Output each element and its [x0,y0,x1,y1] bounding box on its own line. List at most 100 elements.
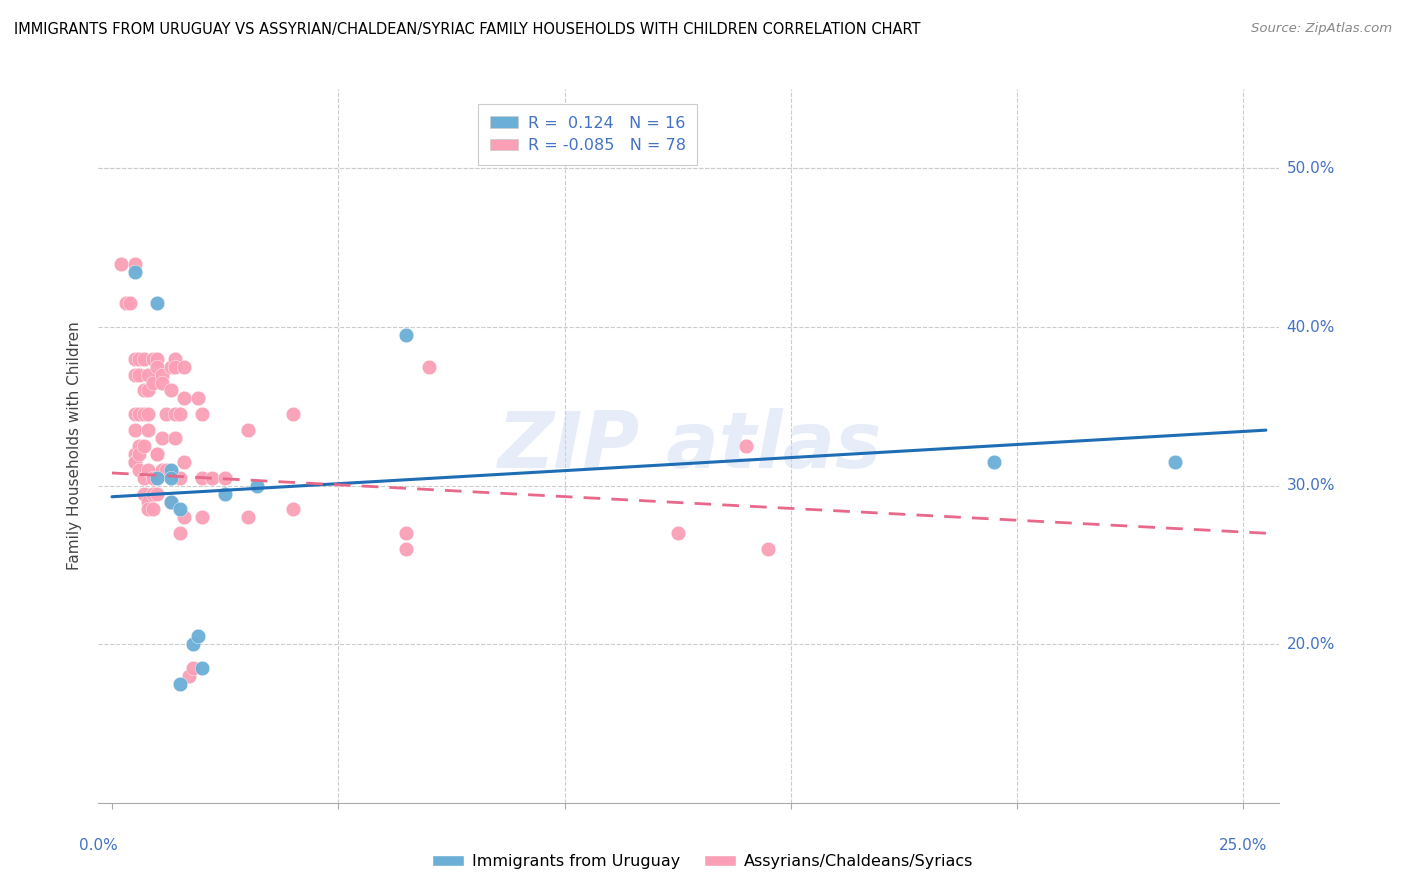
Point [418,359,440,374]
Point [136,407,159,421]
Point [124,264,146,278]
Point [136,502,159,516]
Text: 25.0%: 25.0% [1219,838,1267,854]
Point [165,359,187,374]
Point [173,392,195,406]
Point [124,257,146,271]
Point [146,359,169,374]
Point [666,526,689,541]
Point [128,439,150,453]
Point [128,407,150,421]
Point [395,526,418,541]
Point [756,542,779,557]
Point [150,463,173,477]
Point [165,351,187,366]
Legend: R =  0.124   N = 16, R = -0.085   N = 78: R = 0.124 N = 16, R = -0.085 N = 78 [478,104,697,165]
Point [983,455,1005,469]
Point [173,455,195,469]
Point [169,677,191,691]
Point [155,407,177,421]
Point [146,447,169,461]
Point [191,661,214,675]
Point [128,351,150,366]
Point [165,431,187,445]
Point [136,384,159,398]
Point [159,471,181,485]
Point [165,407,187,421]
Point [214,486,236,500]
Point [142,486,165,500]
Point [159,494,181,508]
Legend: Immigrants from Uruguay, Assyrians/Chaldeans/Syriacs: Immigrants from Uruguay, Assyrians/Chald… [426,847,980,875]
Text: 50.0%: 50.0% [1286,161,1334,176]
Text: 0.0%: 0.0% [79,838,118,854]
Point [177,669,200,683]
Point [146,351,169,366]
Point [183,661,205,675]
Point [169,471,191,485]
Text: Source: ZipAtlas.com: Source: ZipAtlas.com [1251,22,1392,36]
Point [124,368,146,382]
Point [124,447,146,461]
Point [281,407,304,421]
Point [159,463,181,477]
Point [169,407,191,421]
Point [132,407,155,421]
Point [128,463,150,477]
Point [136,368,159,382]
Point [146,447,169,461]
Text: 40.0%: 40.0% [1286,319,1334,334]
Point [124,407,146,421]
Point [136,494,159,508]
Point [142,502,165,516]
Point [128,447,150,461]
Y-axis label: Family Households with Children: Family Households with Children [67,322,83,570]
Point [136,463,159,477]
Point [124,351,146,366]
Point [159,494,181,508]
Point [124,423,146,437]
Point [169,526,191,541]
Point [114,296,136,310]
Point [395,328,418,343]
Point [187,629,209,643]
Point [236,510,259,524]
Point [187,392,209,406]
Point [169,502,191,516]
Point [146,296,169,310]
Point [146,471,169,485]
Point [142,471,165,485]
Point [191,407,214,421]
Point [281,502,304,516]
Point [200,471,222,485]
Point [132,486,155,500]
Point [150,376,173,390]
Text: ZIP atlas: ZIP atlas [496,408,882,484]
Point [142,351,165,366]
Point [173,359,195,374]
Point [191,471,214,485]
Point [110,257,132,271]
Point [395,542,418,557]
Point [132,471,155,485]
Point [132,351,155,366]
Point [159,384,181,398]
Point [183,637,205,651]
Point [132,384,155,398]
Text: IMMIGRANTS FROM URUGUAY VS ASSYRIAN/CHALDEAN/SYRIAC FAMILY HOUSEHOLDS WITH CHILD: IMMIGRANTS FROM URUGUAY VS ASSYRIAN/CHAL… [14,22,921,37]
Point [734,439,756,453]
Point [155,463,177,477]
Point [246,478,269,492]
Point [124,455,146,469]
Point [191,510,214,524]
Point [236,423,259,437]
Point [128,368,150,382]
Point [124,455,146,469]
Point [1164,455,1187,469]
Point [142,376,165,390]
Point [150,368,173,382]
Point [146,486,169,500]
Point [150,431,173,445]
Point [120,296,142,310]
Point [132,439,155,453]
